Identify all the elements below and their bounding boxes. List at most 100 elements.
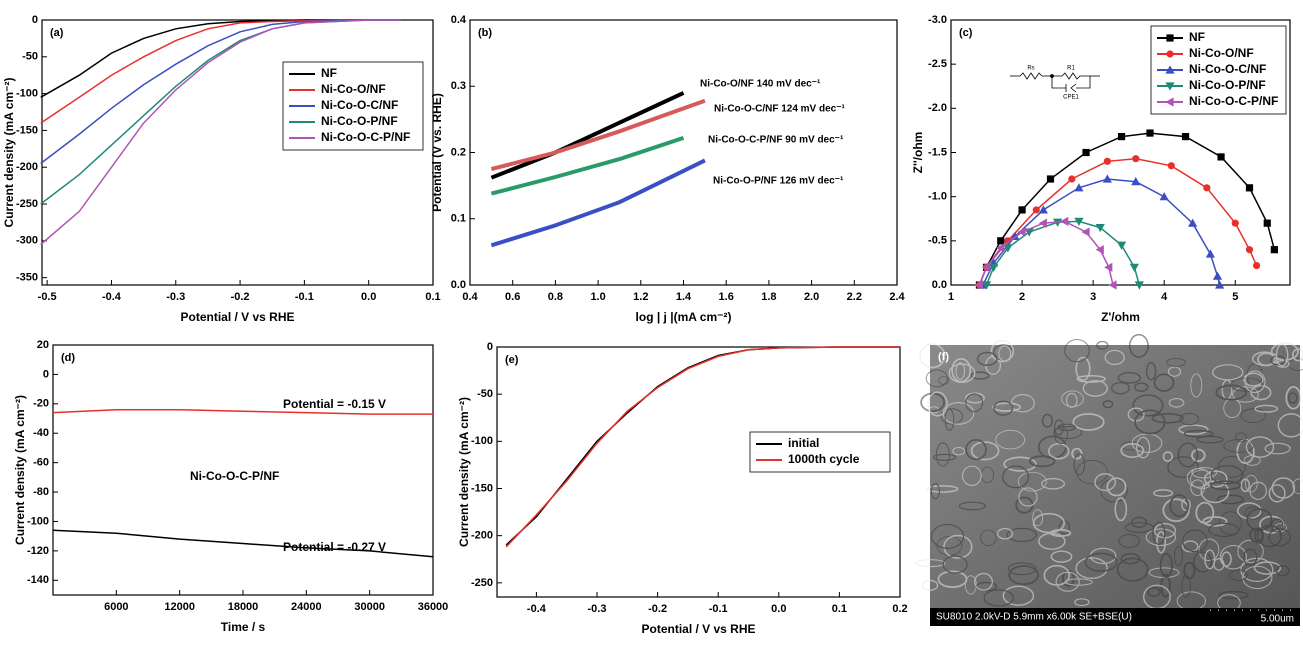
x-tick-label: -0.5 bbox=[38, 291, 57, 303]
y-tick-label: 0.1 bbox=[451, 213, 466, 225]
flake bbox=[974, 572, 993, 591]
annotation: Potential = -0.27 V bbox=[283, 540, 386, 554]
flake bbox=[990, 339, 1015, 363]
x-tick-label: -0.3 bbox=[588, 603, 607, 615]
legend-label: Ni-Co-O-C/NF bbox=[1189, 62, 1266, 76]
flake bbox=[1218, 590, 1249, 600]
flake bbox=[1145, 528, 1177, 546]
y-tick-label: 0.0 bbox=[932, 279, 947, 291]
flake bbox=[1132, 394, 1164, 417]
marker bbox=[1212, 271, 1223, 280]
flake bbox=[983, 589, 1015, 607]
marker bbox=[1167, 162, 1175, 170]
flake bbox=[1076, 374, 1106, 383]
flake bbox=[1053, 425, 1083, 440]
marker bbox=[1103, 157, 1111, 165]
flake bbox=[1276, 359, 1290, 368]
x-tick-label: 1.0 bbox=[590, 291, 605, 303]
x-tick-label: 18000 bbox=[228, 601, 259, 613]
flake bbox=[1165, 358, 1186, 367]
flake bbox=[1183, 429, 1214, 438]
y-axis-label: Z''/ohm bbox=[911, 132, 925, 174]
x-tick-label: 2.2 bbox=[847, 291, 862, 303]
flake bbox=[1148, 567, 1180, 578]
flake bbox=[970, 371, 990, 380]
y-tick-label: 20 bbox=[37, 339, 49, 351]
flake bbox=[1275, 565, 1290, 577]
flake bbox=[952, 446, 966, 456]
x-tick-label: 0.4 bbox=[462, 291, 478, 303]
flake bbox=[1223, 439, 1254, 453]
marker bbox=[1095, 245, 1104, 255]
y-tick-label: -200 bbox=[471, 530, 493, 542]
flake bbox=[1181, 540, 1199, 553]
flake bbox=[1082, 380, 1108, 397]
annotation: Ni-Co-O-P/NF 126 mV dec⁻¹ bbox=[713, 176, 844, 187]
x-tick-label: -0.1 bbox=[295, 291, 314, 303]
flake bbox=[1136, 436, 1151, 459]
flake bbox=[1111, 382, 1130, 395]
flake bbox=[1008, 565, 1039, 586]
flake bbox=[930, 523, 965, 549]
x-axis-label: Z'/ohm bbox=[1101, 310, 1140, 324]
flake bbox=[1195, 501, 1215, 524]
marker bbox=[1134, 281, 1144, 290]
flake bbox=[1146, 586, 1161, 597]
y-tick-label: -140 bbox=[27, 574, 49, 586]
x-tick-label: 36000 bbox=[418, 601, 449, 613]
x-tick-label: 1.6 bbox=[719, 291, 734, 303]
x-tick-label: -0.2 bbox=[648, 603, 667, 615]
y-tick-label: -150 bbox=[471, 482, 493, 494]
series-line bbox=[505, 346, 900, 548]
legend-label: Ni-Co-O-C-P/NF bbox=[1189, 94, 1278, 108]
flake bbox=[965, 392, 985, 404]
flake bbox=[943, 534, 973, 559]
series-line bbox=[40, 19, 401, 165]
flake bbox=[1041, 478, 1066, 490]
y-tick-label: -20 bbox=[33, 398, 49, 410]
panel-label: (b) bbox=[478, 27, 492, 39]
x-tick-label: 30000 bbox=[354, 601, 385, 613]
flake bbox=[1291, 348, 1303, 362]
legend-label: 1000th cycle bbox=[788, 452, 860, 466]
marker bbox=[1074, 183, 1084, 192]
flake bbox=[996, 527, 1014, 540]
flake bbox=[993, 400, 1014, 416]
flake bbox=[932, 453, 957, 462]
flake bbox=[1048, 443, 1070, 460]
flake bbox=[1254, 527, 1264, 544]
legend-label: Ni-Co-O/NF bbox=[1189, 46, 1254, 60]
flake bbox=[998, 345, 1012, 362]
flake bbox=[1167, 456, 1199, 479]
flake bbox=[925, 369, 949, 388]
series-line bbox=[985, 220, 1141, 286]
legend-box bbox=[749, 431, 891, 473]
caption: SU8010 2.0kV-D 5.9mm x6.00k SE+BSE(U) bbox=[936, 612, 1132, 623]
flake bbox=[919, 343, 946, 369]
panel-label: (d) bbox=[61, 352, 75, 364]
texture bbox=[915, 333, 1303, 612]
marker bbox=[1146, 129, 1154, 137]
x-axis-label: Potential / V vs RHE bbox=[641, 622, 755, 636]
series-line bbox=[40, 19, 401, 246]
flake bbox=[1106, 477, 1127, 497]
flake bbox=[1131, 516, 1148, 529]
flake bbox=[1198, 538, 1220, 562]
flake bbox=[1006, 527, 1038, 543]
flake bbox=[1250, 384, 1272, 401]
panel-label: (e) bbox=[505, 354, 519, 366]
flake bbox=[1145, 361, 1157, 381]
flake bbox=[1162, 451, 1174, 462]
flake bbox=[965, 393, 984, 413]
marker bbox=[1018, 206, 1026, 214]
flake bbox=[1219, 544, 1247, 570]
flake bbox=[1053, 419, 1064, 436]
series-line bbox=[490, 158, 706, 248]
flake bbox=[1228, 569, 1248, 582]
info-bar bbox=[930, 608, 1300, 626]
flake bbox=[1244, 474, 1258, 493]
marker bbox=[1181, 133, 1190, 141]
y-tick-label: -200 bbox=[16, 161, 38, 173]
x-tick-label: 0.8 bbox=[548, 291, 563, 303]
